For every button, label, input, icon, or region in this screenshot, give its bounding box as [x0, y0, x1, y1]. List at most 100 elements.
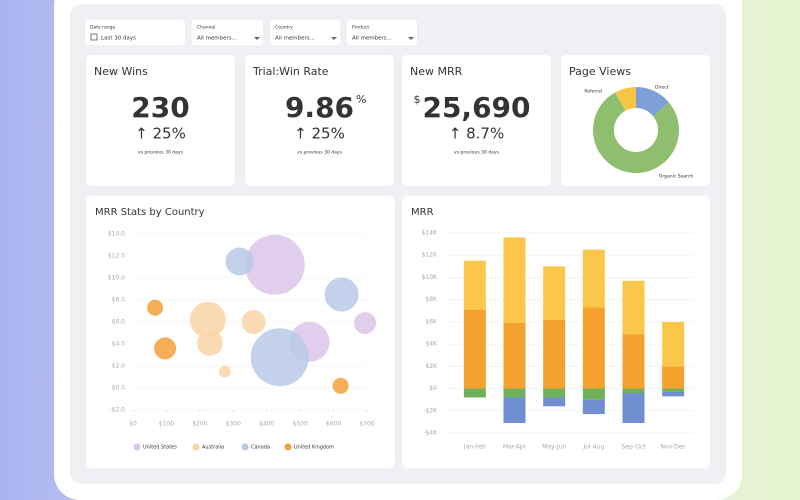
kpi-title: Trial:Win Rate: [252, 65, 329, 78]
y-tick-label: $2K: [425, 363, 438, 370]
x-tick-label: Sep-Oct: [621, 444, 646, 451]
dropdown-caret: [331, 37, 337, 40]
legend-label: Australia: [202, 445, 224, 451]
filter-label: Date range: [90, 25, 116, 31]
bar-segment: [622, 393, 645, 423]
x-tick-label: $600: [326, 421, 341, 428]
y-tick-label: $2.0: [112, 363, 126, 370]
bar-segment: [543, 388, 566, 398]
y-tick-label: $14K: [422, 230, 438, 237]
y-tick-label: $8.0: [112, 297, 126, 304]
bar-segment: [463, 388, 486, 398]
filter-label: Product: [352, 25, 369, 31]
slice-label: Direct: [655, 85, 669, 91]
bar-segment: [543, 266, 566, 320]
x-tick-label: $700: [359, 421, 374, 428]
card: [86, 55, 235, 186]
bubble: [241, 310, 266, 334]
kpi-unit: %: [356, 93, 366, 106]
filter-value: Last 30 days: [101, 36, 136, 42]
y-tick-label: $10K: [422, 274, 438, 281]
card: [402, 55, 551, 186]
x-tick-label: $400: [259, 421, 274, 428]
y-tick-label: $0.0: [112, 385, 126, 392]
y-tick-label: $6.0: [112, 319, 126, 326]
x-tick-label: Mar-Apr: [503, 444, 527, 451]
bar-segment: [503, 388, 526, 398]
bar-segment: [463, 309, 486, 389]
kpi-note: vs previous 30 days: [138, 150, 184, 156]
bubble: [353, 312, 376, 335]
bar-segment: [543, 397, 566, 407]
y-tick-label: $0: [429, 385, 437, 392]
x-tick-label: Nov-Dec: [661, 444, 686, 451]
filter-label: Country: [275, 25, 293, 31]
filter-dropdown[interactable]: [85, 20, 185, 45]
bar-segment: [662, 388, 685, 392]
x-tick-label: $0: [129, 421, 137, 428]
kpi-title: New MRR: [410, 65, 463, 78]
bar-segment: [622, 388, 645, 393]
bar-segment: [503, 397, 526, 423]
slice-label: Referral: [584, 89, 602, 95]
x-tick-label: $300: [226, 421, 241, 428]
y-tick-label: -$2K: [423, 407, 438, 414]
card: [245, 55, 394, 186]
x-tick-label: $500: [293, 421, 308, 428]
bar-segment: [463, 260, 486, 310]
bar-segment: [622, 280, 645, 335]
calendar-icon: [90, 33, 98, 41]
chart-title: Page Views: [569, 65, 631, 78]
x-tick-label: Jul-Aug: [582, 444, 604, 451]
bubble: [225, 247, 254, 276]
card: [561, 55, 710, 186]
filter-dropdown[interactable]: [347, 20, 417, 45]
filter-value: All members...: [275, 36, 315, 42]
bar-segment: [582, 249, 605, 308]
donut-slice: [636, 87, 670, 116]
bar-segment: [503, 323, 526, 389]
filter-dropdown[interactable]: [270, 20, 340, 45]
legend-label: United States: [143, 445, 177, 451]
bar-segment: [543, 319, 566, 389]
y-tick-label: $6K: [425, 318, 438, 325]
bubble: [147, 299, 164, 316]
bar-segment: [622, 334, 645, 389]
legend-swatch: [133, 443, 141, 451]
y-tick-label: $4K: [425, 341, 438, 348]
filter-value: All members...: [352, 36, 392, 42]
dropdown-caret: [408, 37, 414, 40]
y-tick-label: $4.0: [112, 341, 126, 348]
bar-segment: [662, 366, 685, 389]
bar-segment: [582, 307, 605, 389]
kpi-change: ↑ 25%: [135, 125, 186, 143]
y-tick-label: -$4K: [423, 430, 438, 437]
x-tick-label: $200: [192, 421, 207, 428]
legend-swatch: [284, 443, 292, 451]
x-tick-label: $100: [159, 421, 174, 428]
filter-dropdown[interactable]: [192, 20, 263, 45]
bubble: [196, 329, 223, 356]
legend-label: Canada: [251, 445, 270, 451]
kpi-title: New Wins: [94, 65, 148, 78]
chart-title: MRR Stats by Country: [95, 207, 205, 218]
bar-segment: [662, 391, 685, 397]
bar-segment: [662, 321, 685, 367]
bar-segment: [582, 399, 605, 415]
y-tick-label: $8K: [425, 296, 438, 303]
bar-segment: [503, 237, 526, 323]
kpi-prefix: $: [413, 93, 420, 106]
filter-value: All members...: [197, 36, 237, 42]
legend-swatch: [241, 443, 249, 451]
x-tick-label: Jan-Feb: [463, 444, 486, 451]
kpi-value: 25,690: [422, 91, 530, 124]
kpi-change: ↑ 25%: [294, 125, 345, 143]
bubble: [244, 234, 305, 295]
y-tick-label: $10.0: [108, 275, 125, 282]
kpi-value: 9.86: [285, 91, 354, 124]
y-tick-label: $14.0: [108, 231, 125, 238]
y-tick-label: -$2.0: [109, 407, 125, 414]
bubble: [154, 337, 177, 360]
